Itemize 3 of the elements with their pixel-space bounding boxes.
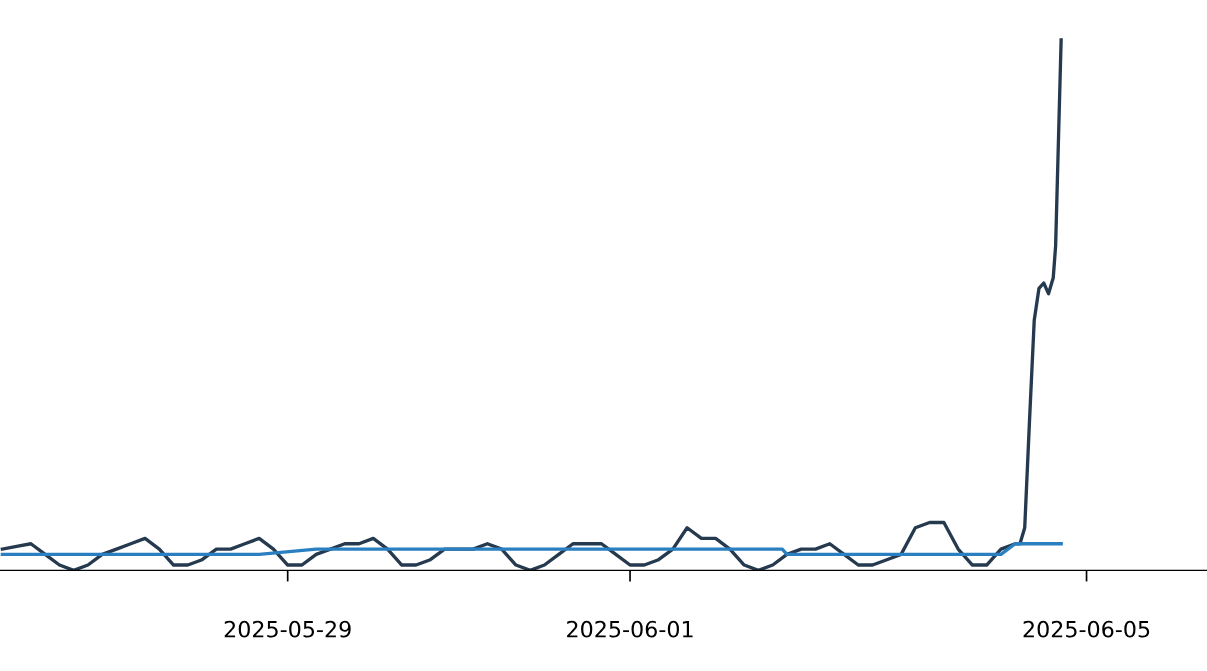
x-tick-label: 2025-06-05 xyxy=(1023,620,1150,638)
x-tick-label: 2025-06-01 xyxy=(567,620,693,638)
x-tick-label: 2025-05-29 xyxy=(224,620,351,638)
